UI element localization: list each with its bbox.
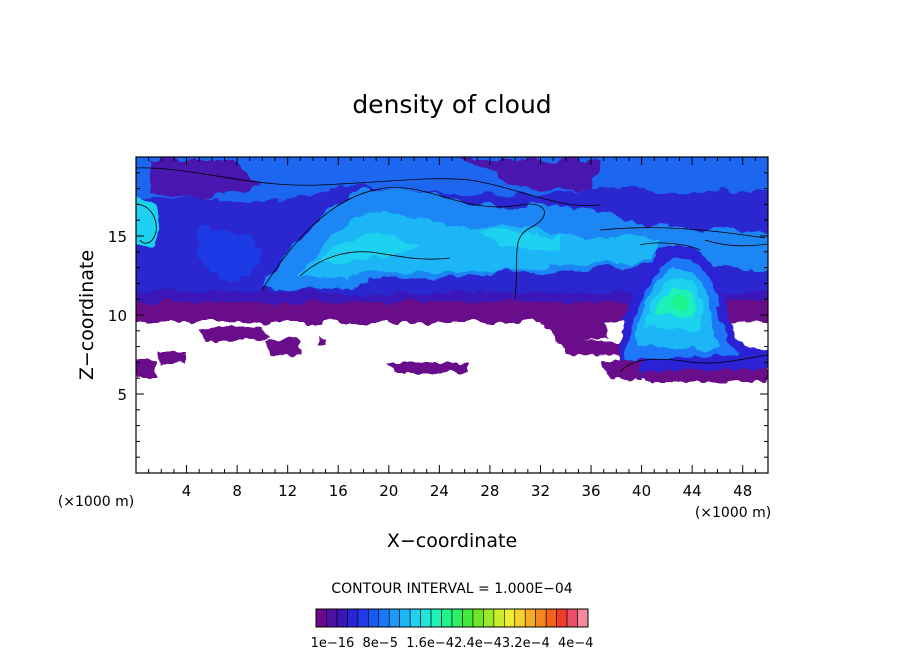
y-tick-label: 10 bbox=[108, 307, 127, 325]
colorbar bbox=[315, 608, 589, 628]
x-tick-label: 8 bbox=[232, 482, 242, 500]
contour-interval-text: CONTOUR INTERVAL = 1.000E−04 bbox=[331, 581, 572, 597]
convective-core bbox=[600, 245, 768, 382]
lower-patches bbox=[136, 300, 768, 378]
x-tick-label: 36 bbox=[581, 482, 600, 500]
colorbar-swatch bbox=[566, 608, 578, 628]
x-tick-labels: 4 8 12 16 20 24 28 32 36 40 44 48 bbox=[182, 482, 752, 500]
colorbar-swatch bbox=[514, 608, 526, 628]
x-tick-label: 44 bbox=[683, 482, 702, 500]
colorbar-frame bbox=[315, 608, 589, 628]
colorbar-swatch bbox=[472, 608, 484, 628]
colorbar-swatch bbox=[483, 608, 495, 628]
y-tick-label: 5 bbox=[117, 386, 127, 404]
colorbar-swatch bbox=[524, 608, 536, 628]
x-tick-label: 16 bbox=[329, 482, 348, 500]
colorbar-swatch bbox=[535, 608, 547, 628]
chart-title: density of cloud bbox=[352, 90, 551, 119]
colorbar-swatch bbox=[504, 608, 516, 628]
y-tick-label: 15 bbox=[108, 228, 127, 246]
x-tick-label: 28 bbox=[480, 482, 499, 500]
colorbar-swatch bbox=[336, 608, 348, 628]
colorbar-swatch bbox=[315, 608, 327, 628]
x-tick-label: 4 bbox=[182, 482, 192, 500]
colorbar-swatch bbox=[388, 608, 400, 628]
x-tick-label: 40 bbox=[632, 482, 651, 500]
colorbar-swatch bbox=[441, 608, 453, 628]
colorbar-swatch bbox=[556, 608, 568, 628]
x-tick-label: 20 bbox=[379, 482, 398, 500]
x-tick-label: 48 bbox=[733, 482, 752, 500]
colorbar-swatch bbox=[577, 608, 589, 628]
colorbar-labels: 1e−16 8e−5 1.6e−42.4e−43.2e−4 4e−4 bbox=[311, 636, 594, 651]
x-tick-label: 32 bbox=[531, 482, 550, 500]
colorbar-swatch bbox=[326, 608, 338, 628]
x-unit-label: (×1000 m) bbox=[695, 505, 771, 521]
contour-lines bbox=[136, 167, 768, 373]
colorbar-swatch bbox=[545, 608, 557, 628]
colorbar-swatch bbox=[493, 608, 505, 628]
x-tick-label: 12 bbox=[278, 482, 297, 500]
colorbar-swatch bbox=[357, 608, 369, 628]
upper-cloud-layer bbox=[136, 157, 768, 322]
axis-ticks bbox=[136, 157, 768, 473]
y-unit-label: (×1000 m) bbox=[58, 494, 134, 510]
density-field bbox=[136, 157, 768, 382]
colorbar-swatch bbox=[368, 608, 380, 628]
colorbar-swatch bbox=[451, 608, 463, 628]
y-axis-label: Z−coordinate bbox=[76, 250, 98, 380]
x-tick-label: 24 bbox=[430, 482, 449, 500]
colorbar-swatch bbox=[378, 608, 390, 628]
colorbar-swatch bbox=[430, 608, 442, 628]
y-tick-labels: 5 10 15 bbox=[108, 228, 127, 404]
colorbar-swatch bbox=[347, 608, 359, 628]
x-axis-label: X−coordinate bbox=[387, 530, 517, 552]
colorbar-swatch bbox=[409, 608, 421, 628]
colorbar-swatch bbox=[399, 608, 411, 628]
colorbar-swatch bbox=[462, 608, 474, 628]
colorbar-swatch bbox=[420, 608, 432, 628]
